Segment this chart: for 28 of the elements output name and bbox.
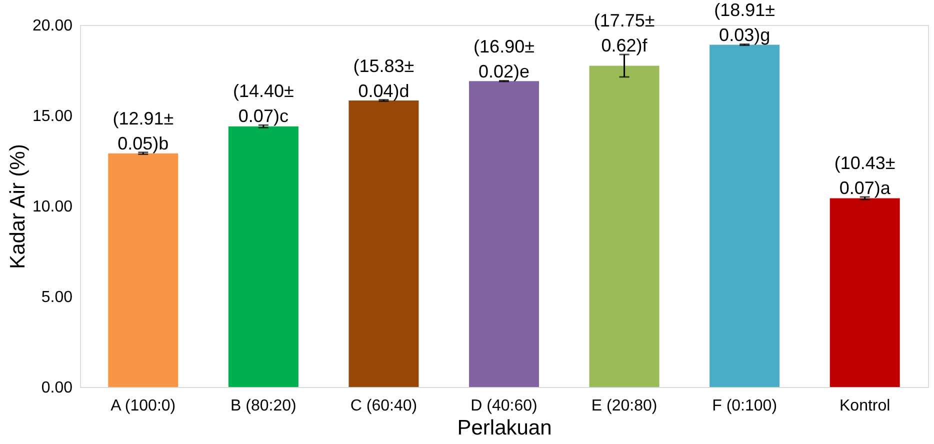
x-tick-label: F (0:100) — [712, 398, 778, 414]
x-tick-label: Kontrol — [840, 398, 890, 414]
y-tick-label: 10.00 — [32, 198, 73, 216]
bar — [830, 198, 900, 387]
x-tick-label: A (100:0) — [110, 398, 176, 414]
y-axis-title: Kadar Air (%) — [6, 144, 30, 269]
data-label: (10.43± 0.07)a — [834, 152, 896, 198]
data-label: (18.91± 0.03)g — [714, 0, 776, 46]
y-tick-label: 0.00 — [41, 380, 73, 396]
bar — [228, 126, 298, 387]
y-tick-label: 15.00 — [32, 108, 73, 125]
data-label: (15.83± 0.04)d — [353, 56, 414, 101]
y-tick-label: 5.00 — [41, 289, 73, 306]
x-tick-label: D (40:60) — [470, 398, 538, 414]
x-tick-label: E (20:80) — [591, 398, 658, 414]
data-label: (17.75± 0.62)f — [594, 10, 655, 56]
bar — [108, 153, 178, 387]
x-tick-label: C (60:40) — [350, 398, 418, 414]
data-label: (14.40± 0.07)c — [232, 81, 294, 126]
y-tick-label: 20.00 — [32, 18, 73, 34]
bar — [589, 66, 660, 387]
bar — [710, 44, 780, 387]
bar — [348, 100, 419, 387]
bar — [469, 81, 539, 387]
data-label: (16.90± 0.02)e — [474, 36, 535, 82]
x-axis-title: Perlakuan — [457, 416, 552, 440]
x-tick-label: B (80:20) — [230, 398, 296, 414]
data-label: (12.91± 0.05)b — [112, 108, 174, 154]
